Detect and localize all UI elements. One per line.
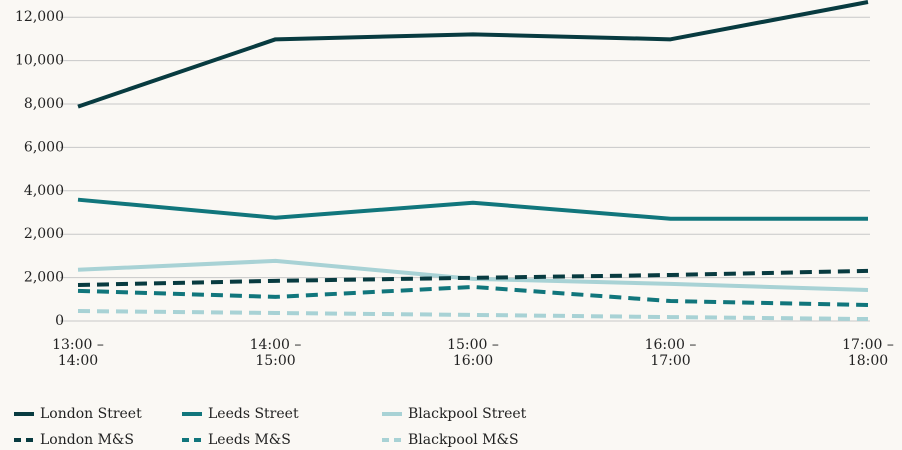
series-line — [77, 197, 868, 221]
x-tick-label: 13:00 – 14:00 — [52, 337, 104, 369]
y-tick-label: 2,000 — [24, 270, 64, 286]
x-tick-label: 17:00 – 18:00 — [842, 337, 894, 369]
y-tick-label: 6,000 — [24, 139, 64, 155]
legend-label: Blackpool Street — [408, 406, 527, 422]
legend-label: Leeds Street — [208, 406, 299, 422]
legend-label: Blackpool M&S — [408, 432, 519, 448]
series-line — [77, 309, 869, 322]
legend-label: London M&S — [40, 432, 134, 448]
y-tick-label: 4,000 — [24, 183, 64, 199]
series-line — [77, 0, 869, 109]
legend-label: Leeds M&S — [208, 432, 291, 448]
y-tick-label: 10,000 — [15, 53, 64, 69]
y-tick-label: 8,000 — [24, 96, 64, 112]
x-tick-label: 15:00 – 16:00 — [447, 337, 499, 369]
x-tick-label: 14:00 – 15:00 — [249, 337, 302, 369]
y-tick-label: 0 — [55, 313, 64, 329]
y-tick-label: 12,000 — [15, 9, 64, 25]
y-tick-label: 2,000 — [24, 226, 64, 242]
series-line — [77, 258, 869, 292]
legend-label: London Street — [40, 406, 142, 422]
x-tick-label: 16:00 – 17:00 — [644, 337, 697, 369]
series-line — [77, 284, 869, 307]
